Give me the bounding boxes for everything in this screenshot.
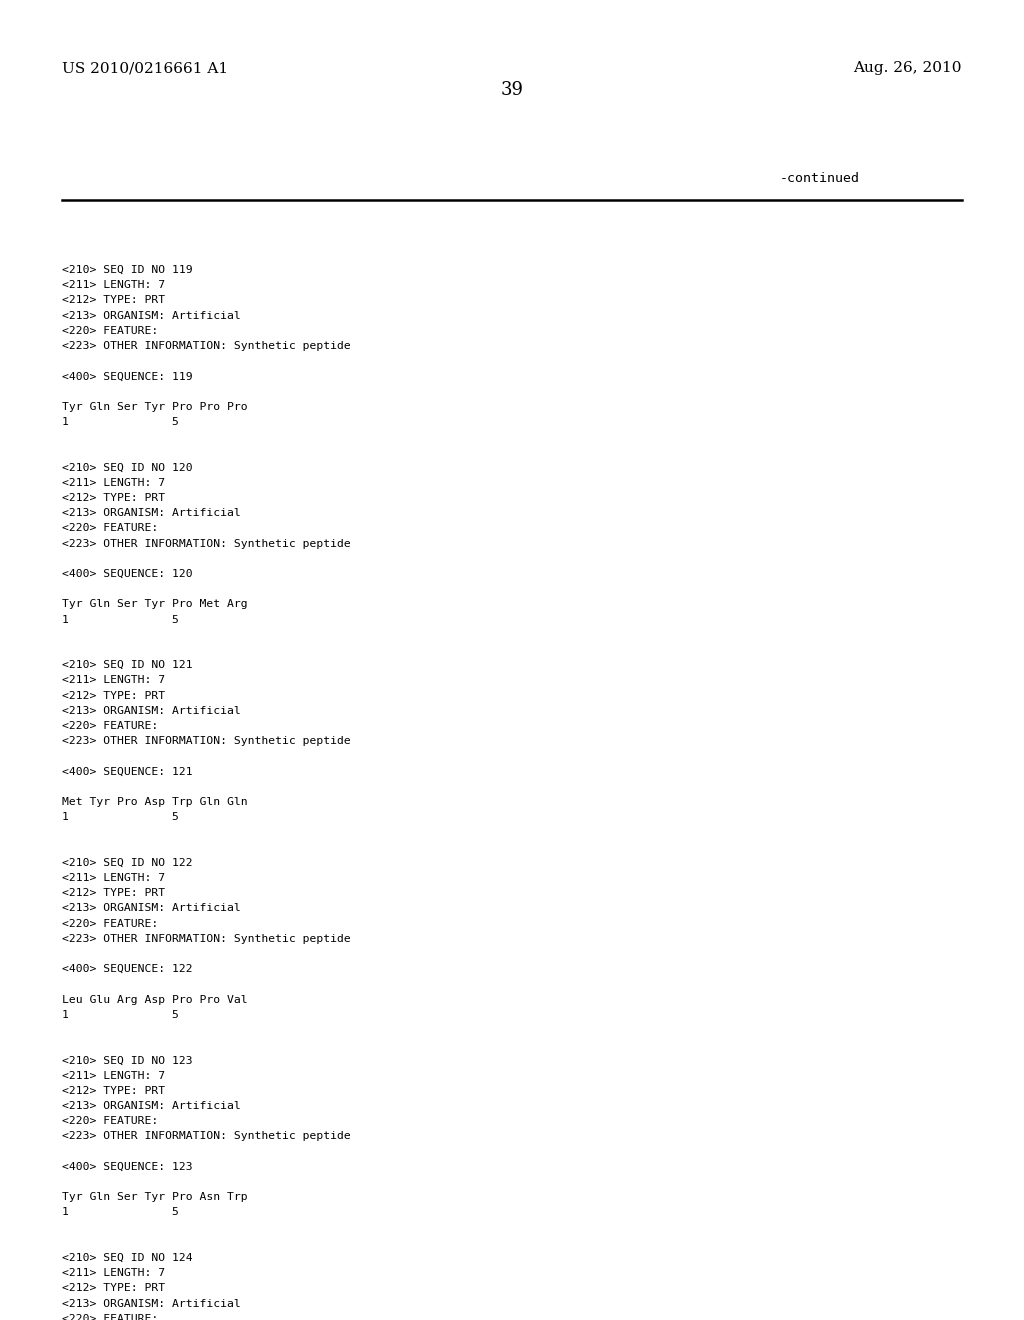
Text: <400> SEQUENCE: 121: <400> SEQUENCE: 121 (62, 767, 193, 776)
Text: 1               5: 1 5 (62, 1208, 179, 1217)
Text: <210> SEQ ID NO 123: <210> SEQ ID NO 123 (62, 1056, 193, 1065)
Text: <210> SEQ ID NO 122: <210> SEQ ID NO 122 (62, 858, 193, 867)
Text: <210> SEQ ID NO 119: <210> SEQ ID NO 119 (62, 265, 193, 275)
Text: <211> LENGTH: 7: <211> LENGTH: 7 (62, 1269, 165, 1278)
Text: Leu Glu Arg Asp Pro Pro Val: Leu Glu Arg Asp Pro Pro Val (62, 994, 248, 1005)
Text: <212> TYPE: PRT: <212> TYPE: PRT (62, 296, 165, 305)
Text: <210> SEQ ID NO 121: <210> SEQ ID NO 121 (62, 660, 193, 671)
Text: <211> LENGTH: 7: <211> LENGTH: 7 (62, 1071, 165, 1081)
Text: <213> ORGANISM: Artificial: <213> ORGANISM: Artificial (62, 1101, 241, 1111)
Text: <212> TYPE: PRT: <212> TYPE: PRT (62, 690, 165, 701)
Text: Tyr Gln Ser Tyr Pro Pro Pro: Tyr Gln Ser Tyr Pro Pro Pro (62, 401, 248, 412)
Text: Aug. 26, 2010: Aug. 26, 2010 (853, 61, 962, 75)
Text: <220> FEATURE:: <220> FEATURE: (62, 1117, 159, 1126)
Text: <212> TYPE: PRT: <212> TYPE: PRT (62, 888, 165, 898)
Text: <400> SEQUENCE: 122: <400> SEQUENCE: 122 (62, 964, 193, 974)
Text: <213> ORGANISM: Artificial: <213> ORGANISM: Artificial (62, 903, 241, 913)
Text: <211> LENGTH: 7: <211> LENGTH: 7 (62, 478, 165, 488)
Text: <212> TYPE: PRT: <212> TYPE: PRT (62, 1283, 165, 1294)
Text: 1               5: 1 5 (62, 812, 179, 822)
Text: <220> FEATURE:: <220> FEATURE: (62, 721, 159, 731)
Text: <220> FEATURE:: <220> FEATURE: (62, 1313, 159, 1320)
Text: <213> ORGANISM: Artificial: <213> ORGANISM: Artificial (62, 1299, 241, 1308)
Text: US 2010/0216661 A1: US 2010/0216661 A1 (62, 61, 228, 75)
Text: <223> OTHER INFORMATION: Synthetic peptide: <223> OTHER INFORMATION: Synthetic pepti… (62, 539, 351, 549)
Text: <220> FEATURE:: <220> FEATURE: (62, 919, 159, 928)
Text: <400> SEQUENCE: 119: <400> SEQUENCE: 119 (62, 371, 193, 381)
Text: <211> LENGTH: 7: <211> LENGTH: 7 (62, 873, 165, 883)
Text: <211> LENGTH: 7: <211> LENGTH: 7 (62, 676, 165, 685)
Text: <210> SEQ ID NO 124: <210> SEQ ID NO 124 (62, 1253, 193, 1263)
Text: <223> OTHER INFORMATION: Synthetic peptide: <223> OTHER INFORMATION: Synthetic pepti… (62, 341, 351, 351)
Text: <212> TYPE: PRT: <212> TYPE: PRT (62, 1086, 165, 1096)
Text: 39: 39 (501, 81, 523, 99)
Text: <220> FEATURE:: <220> FEATURE: (62, 524, 159, 533)
Text: 1               5: 1 5 (62, 417, 179, 426)
Text: <213> ORGANISM: Artificial: <213> ORGANISM: Artificial (62, 310, 241, 321)
Text: <220> FEATURE:: <220> FEATURE: (62, 326, 159, 335)
Text: <400> SEQUENCE: 120: <400> SEQUENCE: 120 (62, 569, 193, 579)
Text: 1               5: 1 5 (62, 615, 179, 624)
Text: <213> ORGANISM: Artificial: <213> ORGANISM: Artificial (62, 706, 241, 715)
Text: <212> TYPE: PRT: <212> TYPE: PRT (62, 492, 165, 503)
Text: <211> LENGTH: 7: <211> LENGTH: 7 (62, 280, 165, 290)
Text: <223> OTHER INFORMATION: Synthetic peptide: <223> OTHER INFORMATION: Synthetic pepti… (62, 737, 351, 746)
Text: <223> OTHER INFORMATION: Synthetic peptide: <223> OTHER INFORMATION: Synthetic pepti… (62, 933, 351, 944)
Text: Tyr Gln Ser Tyr Pro Asn Trp: Tyr Gln Ser Tyr Pro Asn Trp (62, 1192, 248, 1203)
Text: <223> OTHER INFORMATION: Synthetic peptide: <223> OTHER INFORMATION: Synthetic pepti… (62, 1131, 351, 1142)
Text: <400> SEQUENCE: 123: <400> SEQUENCE: 123 (62, 1162, 193, 1172)
Text: Tyr Gln Ser Tyr Pro Met Arg: Tyr Gln Ser Tyr Pro Met Arg (62, 599, 248, 610)
Text: Met Tyr Pro Asp Trp Gln Gln: Met Tyr Pro Asp Trp Gln Gln (62, 797, 248, 807)
Text: <210> SEQ ID NO 120: <210> SEQ ID NO 120 (62, 462, 193, 473)
Text: -continued: -continued (780, 172, 860, 185)
Text: <213> ORGANISM: Artificial: <213> ORGANISM: Artificial (62, 508, 241, 519)
Text: 1               5: 1 5 (62, 1010, 179, 1020)
